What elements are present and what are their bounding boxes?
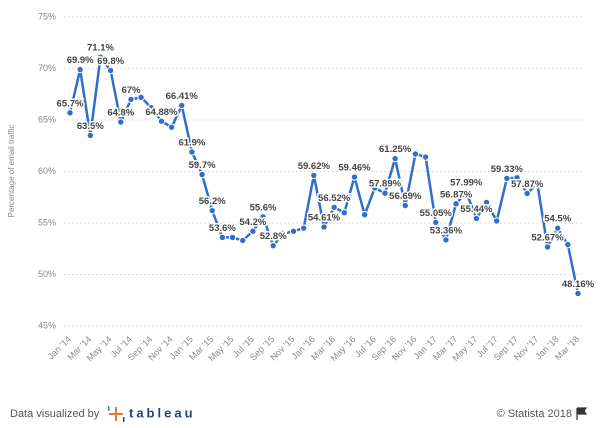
- data-label: 59.62%: [298, 161, 331, 172]
- data-label: 53.6%: [209, 223, 236, 234]
- data-label: 55.6%: [250, 202, 277, 213]
- line: [68, 55, 580, 294]
- data-label: 69.8%: [97, 56, 124, 67]
- y-tick-label: 55%: [38, 217, 56, 227]
- point: [86, 131, 95, 140]
- data-label: 56.69%: [389, 191, 422, 202]
- data-label: 56.52%: [318, 193, 351, 204]
- point: [381, 189, 389, 197]
- point: [188, 148, 196, 156]
- flag-icon: [576, 407, 588, 420]
- data-label: 54.61%: [308, 213, 341, 224]
- point: [76, 65, 84, 74]
- point: [421, 153, 430, 161]
- data-label: 61.25%: [379, 144, 412, 155]
- y-tick-label: 65%: [38, 114, 56, 124]
- footer-copyright: © Statista 2018: [497, 408, 572, 420]
- point: [432, 218, 440, 227]
- data-label: 64.8%: [107, 108, 134, 119]
- data-label: 61.9%: [178, 137, 205, 148]
- data-label: 64.88%: [145, 107, 178, 118]
- footer-credit: Data visualized by: [10, 408, 100, 420]
- data-label: 65.7%: [57, 98, 84, 109]
- data-label: 69.9%: [67, 55, 94, 66]
- y-axis-title: Percentage of email traffic: [7, 125, 16, 218]
- point: [574, 289, 582, 298]
- point: [401, 201, 409, 210]
- point: [462, 188, 470, 196]
- point: [503, 174, 511, 183]
- point: [411, 150, 420, 158]
- point: [106, 66, 115, 75]
- point: [279, 229, 288, 238]
- y-tick-label: 75%: [38, 11, 56, 21]
- point: [310, 171, 318, 180]
- point: [299, 224, 308, 232]
- data-label: 59.46%: [338, 163, 371, 174]
- point: [178, 101, 186, 110]
- point: [239, 236, 247, 245]
- data-label: 56.2%: [199, 196, 226, 207]
- point: [371, 184, 379, 192]
- data-label: 59.7%: [189, 160, 216, 171]
- point: [147, 103, 155, 112]
- point: [493, 217, 501, 225]
- point: [66, 109, 74, 117]
- point: [117, 118, 125, 126]
- y-tick-label: 70%: [38, 63, 56, 73]
- point: [167, 123, 176, 131]
- y-tick-label: 60%: [38, 166, 56, 176]
- point: [564, 240, 572, 249]
- point: [228, 233, 237, 242]
- data-label: 66.41%: [166, 91, 199, 102]
- data-label: 59.33%: [491, 164, 524, 175]
- data-label: 55.44%: [460, 204, 493, 215]
- point: [289, 227, 298, 235]
- point: [340, 209, 349, 217]
- point: [543, 243, 552, 251]
- point: [452, 200, 460, 208]
- point: [482, 198, 491, 207]
- data-label: 63.5%: [77, 121, 104, 132]
- point: [523, 189, 531, 198]
- data-label: 57.87%: [511, 179, 544, 190]
- data-label: 52.67%: [531, 233, 564, 244]
- point: [157, 117, 166, 125]
- point: [259, 213, 267, 221]
- point: [360, 211, 369, 219]
- point: [391, 154, 399, 163]
- point: [208, 206, 216, 215]
- data-label: 57.89%: [369, 179, 402, 190]
- y-tick-label: 50%: [38, 269, 56, 279]
- point: [96, 53, 105, 61]
- data-label: 55.05%: [420, 208, 453, 219]
- point: [137, 93, 145, 102]
- point: [269, 241, 277, 250]
- data-label: 56.87%: [440, 189, 473, 200]
- tableau-icon: [108, 406, 125, 422]
- point: [533, 180, 542, 188]
- data-label: 54.2%: [239, 217, 266, 228]
- data-label: 53.36%: [430, 225, 463, 236]
- point: [442, 236, 450, 244]
- data-label: 54.5%: [544, 214, 571, 225]
- point: [249, 227, 257, 235]
- point: [350, 173, 359, 181]
- point: [330, 203, 338, 212]
- y-tick-label: 45%: [38, 320, 56, 330]
- point: [127, 95, 135, 104]
- footer-brand: tableau: [129, 405, 196, 420]
- point: [553, 224, 562, 232]
- point: [513, 173, 521, 182]
- point: [320, 223, 328, 231]
- point: [218, 233, 227, 242]
- data-label: 52.8%: [260, 231, 287, 242]
- data-label: 57.99%: [450, 178, 483, 189]
- point: [472, 214, 481, 223]
- point: [198, 170, 206, 179]
- data-label: 48.16%: [562, 279, 595, 290]
- data-label: 67%: [121, 85, 141, 96]
- data-label: 71.1%: [87, 43, 114, 54]
